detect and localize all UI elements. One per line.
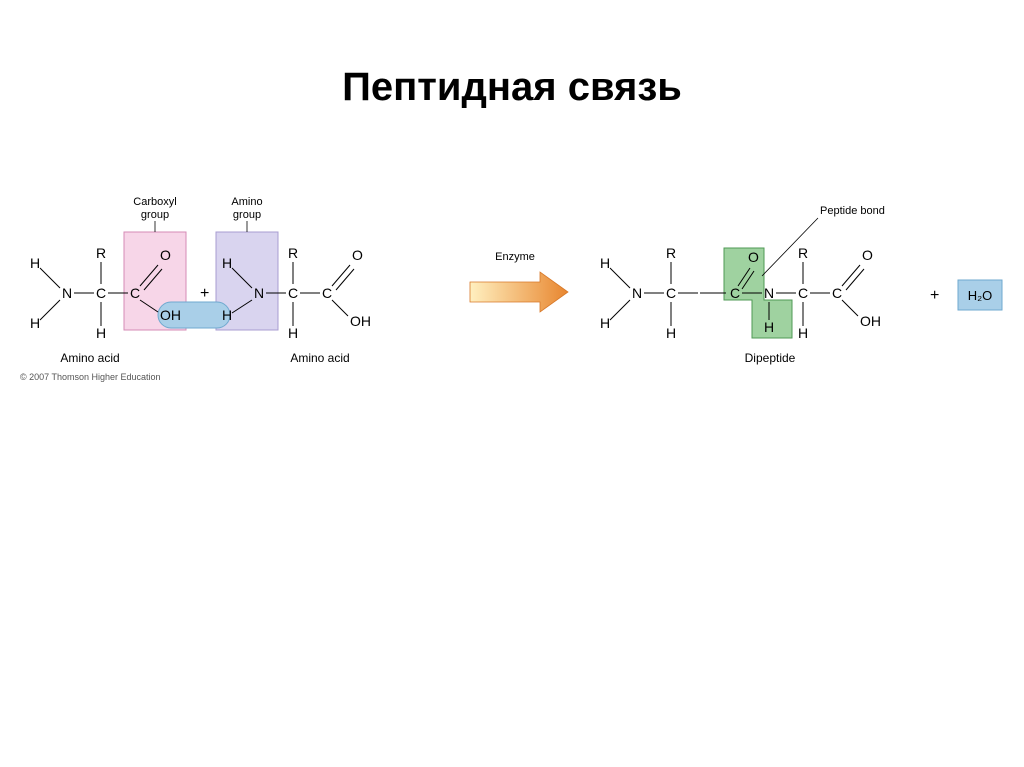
dp-o2: O [862, 247, 873, 263]
aa1-h-bot: H [30, 315, 40, 331]
dp-n2: N [764, 285, 774, 301]
amino-label-1: Amino [231, 196, 262, 208]
aa2-c1: C [288, 285, 298, 301]
diagram-svg: Carboxyl group Amino group H H N C R H C… [0, 0, 1024, 767]
aa2-c2: C [322, 285, 332, 301]
enzyme-label: Enzyme [495, 251, 535, 263]
aa1-h-c1: H [96, 325, 106, 341]
aa2-n: N [254, 285, 264, 301]
reaction-arrow [470, 272, 568, 312]
dp-o-db: O [748, 249, 759, 265]
caption-aa2: Amino acid [290, 351, 349, 365]
plus-left: + [200, 285, 209, 302]
aa2-h-top: H [222, 255, 232, 271]
aa1-n: N [62, 285, 72, 301]
dp-h1: H [600, 255, 610, 271]
dp-h2: H [600, 315, 610, 331]
aa2-oh: OH [350, 313, 371, 329]
amino-label-2: group [233, 209, 261, 221]
peptide-bond-label: Peptide bond [820, 205, 885, 217]
dp-c3: C [798, 285, 808, 301]
dp-oh: OH [860, 313, 881, 329]
caption-dipeptide: Dipeptide [745, 351, 796, 365]
water-label: H₂O [968, 288, 993, 303]
dp-c1: C [666, 285, 676, 301]
carboxyl-label-2: group [141, 209, 169, 221]
aa1-r: R [96, 245, 106, 261]
dp-nh: H [764, 319, 774, 335]
aa2-h-c1: H [288, 325, 298, 341]
aa1-c2: C [130, 285, 140, 301]
aa1-oh: OH [160, 307, 181, 323]
copyright: © 2007 Thomson Higher Education [20, 372, 161, 382]
dp-r2: R [798, 245, 808, 261]
dp-hc1: H [666, 325, 676, 341]
plus-right: + [930, 287, 939, 304]
aa1-c1: C [96, 285, 106, 301]
dp-c4: C [832, 285, 842, 301]
caption-aa1: Amino acid [60, 351, 119, 365]
dp-c2: C [730, 285, 740, 301]
aa2-h-bot: H [222, 307, 232, 323]
aa1-o-db: O [160, 247, 171, 263]
dp-r1: R [666, 245, 676, 261]
aa2-r: R [288, 245, 298, 261]
dp-hc3: H [798, 325, 808, 341]
aa1-h-top: H [30, 255, 40, 271]
carboxyl-label-1: Carboxyl [133, 196, 176, 208]
aa2-o-db: O [352, 247, 363, 263]
dp-n1: N [632, 285, 642, 301]
